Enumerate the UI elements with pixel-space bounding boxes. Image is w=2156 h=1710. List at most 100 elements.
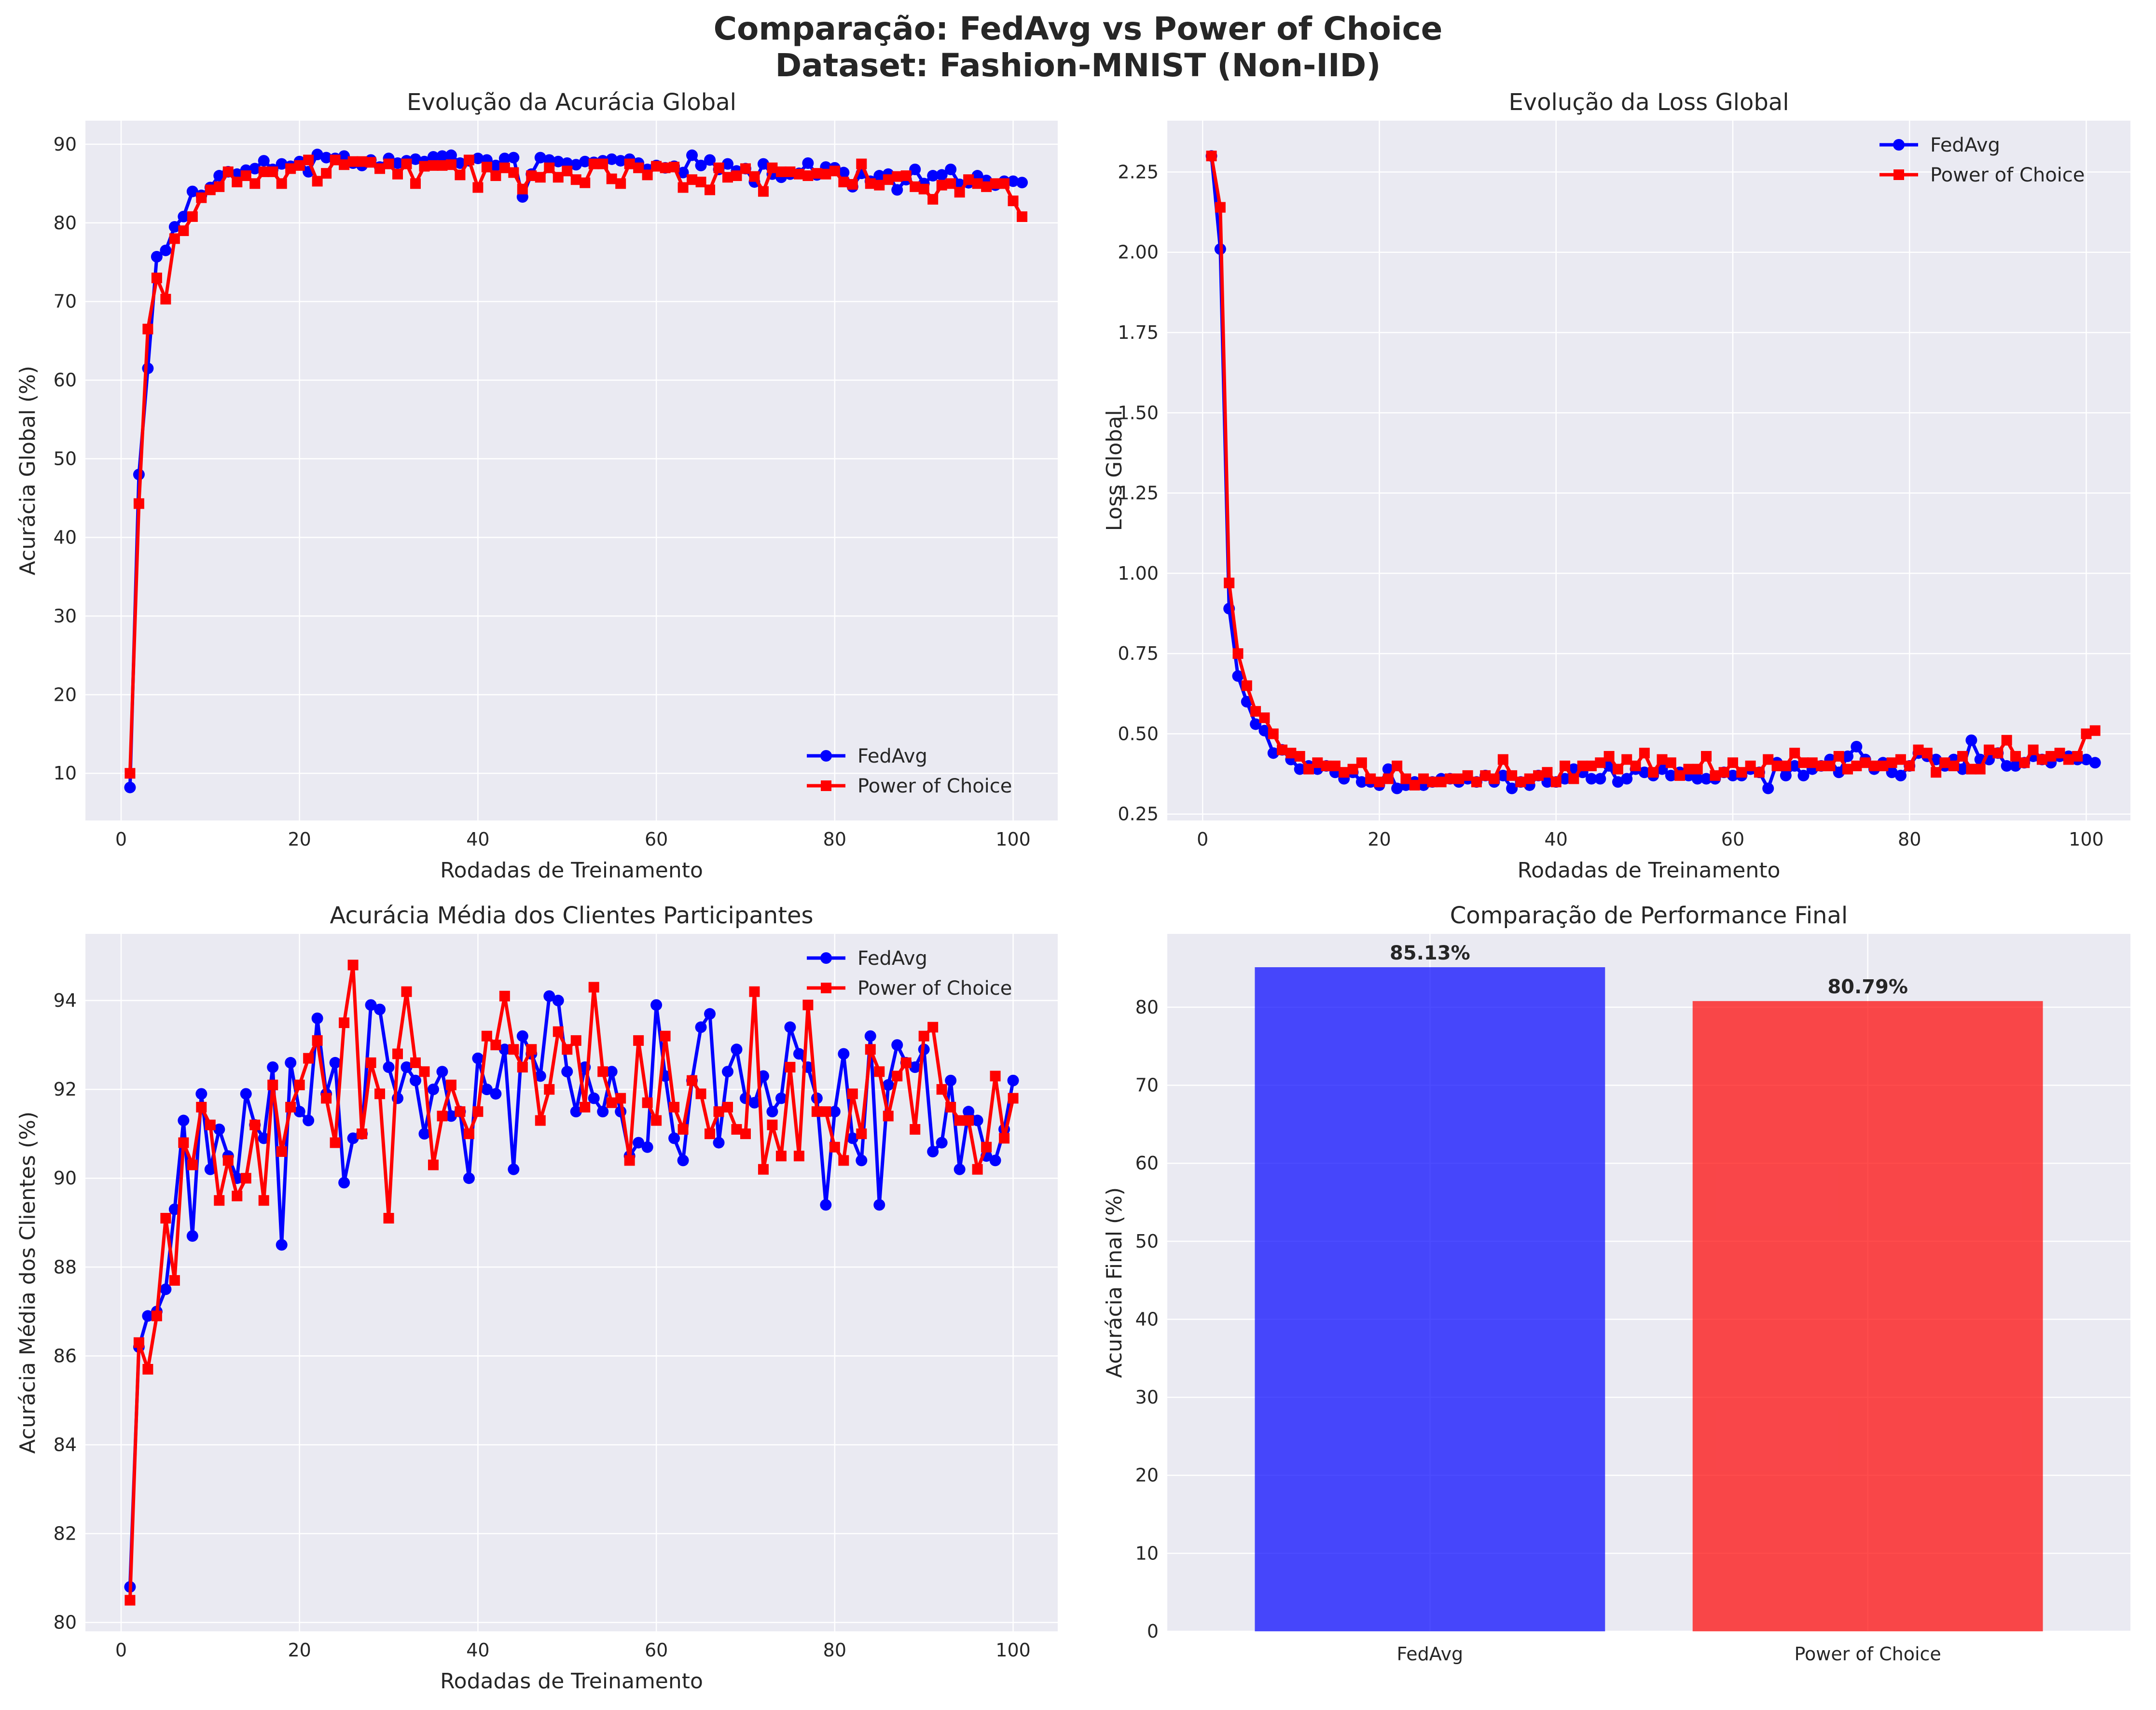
- data-point: [704, 1008, 716, 1020]
- data-point: [705, 184, 716, 195]
- data-point: [1657, 754, 1668, 765]
- data-point: [731, 1124, 742, 1135]
- data-point: [677, 182, 689, 193]
- data-point: [758, 1164, 769, 1175]
- data-point: [1215, 202, 1226, 213]
- data-point: [133, 1337, 144, 1348]
- data-point: [445, 1079, 456, 1090]
- data-point: [1992, 748, 2004, 759]
- data-point: [748, 1097, 760, 1109]
- data-point: [597, 1066, 608, 1077]
- data-point: [409, 153, 421, 165]
- data-point: [1886, 757, 1897, 768]
- y-tick-label: 50: [1135, 1231, 1159, 1252]
- data-point: [312, 1035, 323, 1046]
- data-point: [445, 149, 457, 161]
- y-tick-label: 0: [1147, 1621, 1159, 1642]
- data-point: [2019, 757, 2030, 768]
- data-point: [472, 1052, 484, 1064]
- data-point: [357, 156, 368, 167]
- data-point: [963, 1115, 974, 1126]
- data-point: [838, 1048, 850, 1060]
- x-tick-label: 100: [2069, 829, 2104, 850]
- data-point: [1232, 670, 1244, 682]
- data-point: [498, 153, 511, 165]
- data-point: [669, 1101, 680, 1112]
- data-point: [562, 1044, 573, 1055]
- data-point: [570, 159, 582, 171]
- data-point: [606, 1066, 618, 1078]
- data-point: [2045, 751, 2057, 762]
- data-point: [722, 1066, 734, 1078]
- data-point: [936, 1084, 947, 1095]
- data-point: [1842, 750, 1854, 762]
- x-tick-label: 20: [288, 1640, 311, 1661]
- data-point: [293, 1106, 305, 1118]
- data-point: [820, 1106, 831, 1117]
- data-point: [2081, 728, 2092, 739]
- data-point: [543, 990, 555, 1002]
- panel-global-loss: 0.25 0.50 0.75 1.00 1.25 1.50 1.75 2.00 2.25 0 20 4…: [1102, 89, 2130, 883]
- x-axis-label: Rodadas de Treinamento: [440, 1669, 703, 1694]
- data-point: [580, 1101, 591, 1112]
- data-point: [1798, 757, 1809, 768]
- legend-label: Power of Choice: [1930, 164, 2085, 186]
- data-point: [1444, 773, 1455, 784]
- data-point: [990, 1070, 1001, 1082]
- data-point: [677, 1124, 689, 1135]
- data-point: [1851, 741, 1863, 753]
- data-point: [1568, 773, 1579, 784]
- y-tick-label: 80: [54, 212, 77, 234]
- data-point: [1710, 770, 1721, 781]
- data-point: [1400, 773, 1411, 784]
- legend-label: FedAvg: [857, 947, 927, 970]
- data-point: [267, 166, 278, 177]
- data-point: [909, 164, 921, 176]
- data-point: [1638, 766, 1650, 779]
- x-tick-label: 60: [645, 1640, 668, 1661]
- data-point: [1007, 175, 1019, 187]
- data-point: [186, 1230, 198, 1242]
- data-point: [695, 177, 706, 188]
- data-point: [820, 750, 832, 762]
- data-point: [187, 211, 198, 222]
- data-point: [981, 1141, 992, 1153]
- x-tick-label: 20: [288, 829, 311, 850]
- data-point: [570, 174, 581, 185]
- data-point: [1347, 764, 1358, 775]
- data-point: [1524, 773, 1535, 784]
- data-point: [936, 1137, 948, 1149]
- data-point: [1355, 776, 1368, 788]
- data-point: [802, 170, 814, 181]
- y-tick-label: 1.25: [1118, 483, 1159, 504]
- data-point: [544, 1084, 555, 1095]
- data-point: [401, 986, 412, 997]
- data-point: [1921, 748, 1933, 759]
- data-point: [267, 1061, 279, 1073]
- data-point: [526, 170, 537, 181]
- data-point: [142, 362, 154, 375]
- data-point: [1816, 760, 1827, 771]
- data-point: [232, 177, 243, 188]
- data-point: [660, 1030, 671, 1042]
- data-point: [534, 1070, 546, 1082]
- data-point: [481, 162, 492, 173]
- data-point: [392, 168, 403, 180]
- data-point: [427, 151, 439, 163]
- panel-title: Acurácia Média dos Clientes Participante…: [330, 902, 813, 929]
- data-point: [133, 498, 144, 509]
- x-tick-label: 40: [1545, 829, 1568, 850]
- data-point: [330, 1137, 341, 1148]
- data-point: [472, 1106, 484, 1117]
- y-tick-label: 82: [54, 1523, 77, 1544]
- data-point: [892, 1070, 903, 1082]
- data-point: [1700, 773, 1713, 785]
- data-point: [1683, 764, 1694, 775]
- data-point: [124, 781, 136, 793]
- y-tick-label: 2.25: [1118, 161, 1159, 182]
- data-point: [561, 1066, 573, 1078]
- data-point: [187, 1159, 198, 1170]
- data-point: [508, 152, 520, 164]
- data-point: [891, 184, 903, 196]
- data-point: [1224, 577, 1235, 588]
